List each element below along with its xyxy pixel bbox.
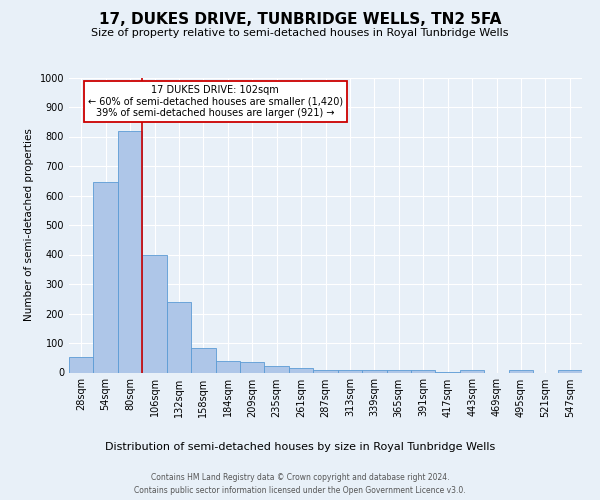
Y-axis label: Number of semi-detached properties: Number of semi-detached properties [24,128,34,322]
Bar [142,255,167,372]
Bar [338,370,362,372]
Bar [69,357,94,372]
Text: 17, DUKES DRIVE, TUNBRIDGE WELLS, TN2 5FA: 17, DUKES DRIVE, TUNBRIDGE WELLS, TN2 5F… [99,12,501,28]
Text: 17 DUKES DRIVE: 102sqm
← 60% of semi-detached houses are smaller (1,420)
39% of : 17 DUKES DRIVE: 102sqm ← 60% of semi-det… [88,85,343,118]
Text: Contains HM Land Registry data © Crown copyright and database right 2024.: Contains HM Land Registry data © Crown c… [151,472,449,482]
Bar [240,362,265,372]
Text: Distribution of semi-detached houses by size in Royal Tunbridge Wells: Distribution of semi-detached houses by … [105,442,495,452]
Text: Contains public sector information licensed under the Open Government Licence v3: Contains public sector information licen… [134,486,466,495]
Bar [386,370,411,372]
Bar [265,366,289,372]
Bar [362,370,386,372]
Bar [289,368,313,372]
Bar [94,182,118,372]
Bar [215,362,240,372]
Bar [509,370,533,372]
Text: Size of property relative to semi-detached houses in Royal Tunbridge Wells: Size of property relative to semi-detach… [91,28,509,38]
Bar [460,370,484,372]
Bar [167,302,191,372]
Bar [411,370,436,372]
Bar [557,370,582,372]
Bar [118,130,142,372]
Bar [313,370,338,372]
Bar [191,348,215,372]
